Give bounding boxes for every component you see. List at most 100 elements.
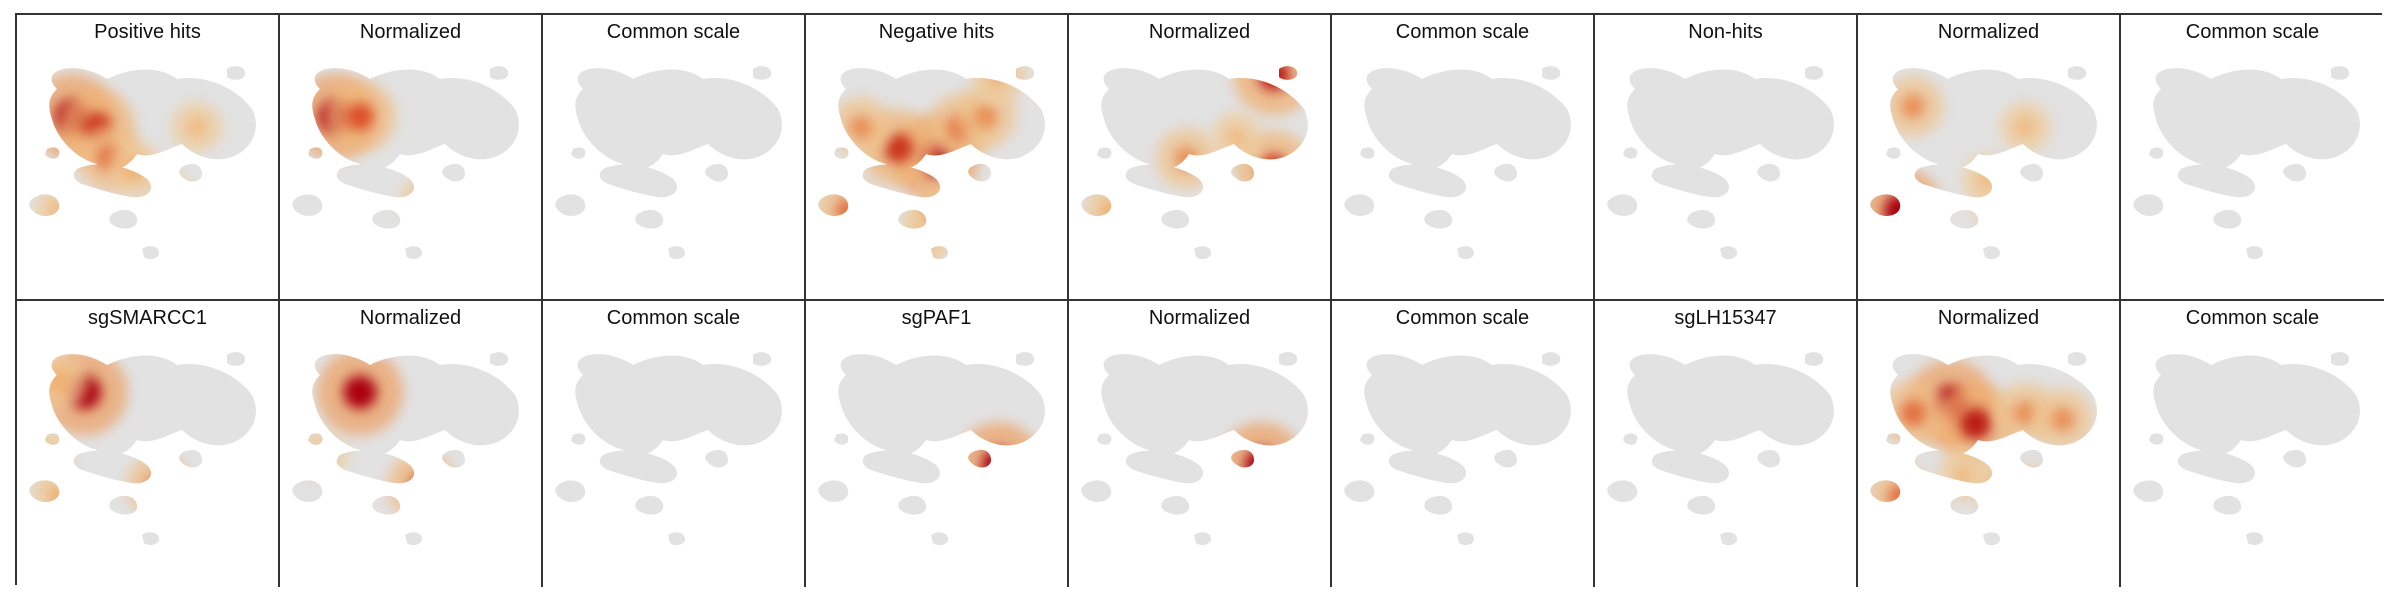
- map-region: [2213, 209, 2242, 229]
- map-region: [753, 352, 772, 366]
- panel: Common scale: [543, 301, 806, 587]
- map-region: [834, 433, 849, 445]
- map-region: [1950, 209, 1979, 229]
- map-region: [1805, 66, 1824, 80]
- map-region: [571, 433, 586, 445]
- panel: Common scale: [1332, 301, 1595, 587]
- density-hotspot: [1953, 465, 1973, 486]
- density-hotspot: [1977, 169, 1998, 190]
- map-region: [2283, 163, 2306, 182]
- panel: Normalized: [280, 301, 543, 587]
- panel-title: Negative hits: [878, 21, 995, 43]
- map-region: [1687, 209, 1716, 229]
- map-region: [2331, 66, 2350, 80]
- map-region: [1886, 147, 1901, 159]
- panel-title: Common scale: [606, 307, 741, 329]
- density-hotspot: [981, 448, 1016, 483]
- density-map: [1607, 66, 1834, 260]
- map-region: [2331, 352, 2350, 366]
- map-region: [705, 163, 728, 182]
- map-region: [1161, 209, 1190, 229]
- map-region: [575, 68, 782, 170]
- map-region: [2149, 433, 2164, 445]
- map-region: [405, 246, 422, 260]
- map-region: [898, 495, 927, 515]
- density-halo: [1870, 167, 1944, 255]
- density-hotspot: [987, 66, 1010, 86]
- map-region: [1125, 450, 1204, 484]
- map-region: [2149, 147, 2164, 159]
- density-hotspot: [1883, 194, 1918, 228]
- map-region: [2020, 449, 2043, 468]
- map-region: [635, 209, 664, 229]
- map-region: [490, 352, 509, 366]
- density-hotspot: [343, 375, 377, 410]
- map-region: [179, 449, 202, 468]
- map-region: [1457, 246, 1474, 260]
- density-halo: [905, 186, 967, 248]
- map-region: [292, 480, 323, 502]
- density-map: [1870, 352, 2097, 546]
- panel-title: Normalized: [359, 21, 462, 43]
- density-hotspot: [924, 205, 948, 229]
- density-hotspot: [1226, 127, 1247, 148]
- panel: sgLH15347: [1595, 301, 1858, 587]
- density-hotspot: [49, 200, 70, 221]
- panel: Negative hits: [806, 15, 1069, 301]
- map-region: [1360, 147, 1375, 159]
- density-map: [2133, 66, 2360, 260]
- panel-title: Common scale: [606, 21, 741, 43]
- density-map: [1081, 352, 1308, 546]
- density-hotspot: [346, 102, 374, 131]
- map-region: [2246, 246, 2263, 260]
- map-region: [1627, 68, 1834, 170]
- density-hotspot: [1100, 199, 1123, 222]
- panel: Normalized: [1069, 301, 1332, 587]
- panel-title: Common scale: [1395, 307, 1530, 329]
- density-hotspot: [123, 158, 146, 180]
- map-region: [931, 532, 948, 546]
- panel-title: sgSMARCC1: [88, 307, 207, 329]
- density-map: [1081, 66, 1308, 260]
- map-region: [599, 164, 678, 198]
- density-hotspot: [413, 191, 432, 210]
- panel: Non-hits: [1595, 15, 1858, 301]
- map-region: [1424, 209, 1453, 229]
- map-region: [599, 450, 678, 484]
- density-halo: [126, 453, 193, 520]
- density-halo: [1972, 458, 2029, 515]
- density-map: [555, 66, 782, 260]
- map-region: [1161, 495, 1190, 515]
- map-region: [1623, 147, 1638, 159]
- panel-title: sgPAF1: [901, 307, 972, 329]
- map-region: [227, 66, 246, 80]
- map-region: [2283, 449, 2306, 468]
- map-region: [1805, 352, 1824, 366]
- map-region: [1360, 433, 1375, 445]
- map-region: [2177, 450, 2256, 484]
- panel-title: Common scale: [2185, 21, 2320, 43]
- density-hotspot: [973, 104, 998, 129]
- map-region: [179, 163, 202, 182]
- panel-title: Common scale: [2185, 307, 2320, 329]
- map-region: [1364, 354, 1571, 456]
- map-region: [372, 209, 401, 229]
- density-halo: [33, 185, 86, 237]
- panel-grid: Positive hits Normalized Common scale Negat…: [15, 13, 2384, 587]
- density-hotspot: [1959, 407, 1992, 440]
- map-region: [442, 449, 465, 468]
- map-region: [2246, 532, 2263, 546]
- map-region: [109, 209, 138, 229]
- map-region: [1097, 433, 1112, 445]
- map-region: [2153, 68, 2360, 170]
- map-region: [1542, 352, 1561, 366]
- panel-title: Normalized: [1937, 307, 2040, 329]
- map-region: [2153, 354, 2360, 456]
- map-region: [555, 480, 586, 502]
- map-region: [1983, 246, 2000, 260]
- map-region: [1651, 450, 1730, 484]
- map-region: [1388, 164, 1467, 198]
- panel: Common scale: [2121, 301, 2384, 587]
- map-region: [705, 449, 728, 468]
- density-hotspot: [146, 473, 173, 500]
